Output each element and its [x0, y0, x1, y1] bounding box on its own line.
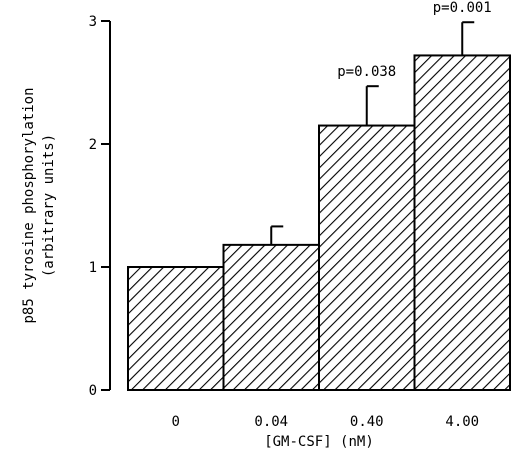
bar-2 — [318, 124, 416, 392]
bar-0 — [127, 266, 225, 391]
x-axis-title: [GM-CSF] (nM) — [264, 434, 374, 450]
x-tick-label-1: 0.04 — [254, 414, 288, 430]
y-axis-title-line2: (arbitrary units) — [41, 134, 57, 277]
y-axis-title-line1: p85 tyrosine phosphorylation — [21, 87, 37, 323]
axes-layer: 0 0.04 0.40 4.00 0 1 2 3 — [89, 14, 480, 430]
annotation-3: p=0.001 — [433, 0, 492, 16]
y-tick-label-3: 3 — [89, 14, 97, 30]
annotation-2: p=0.038 — [337, 64, 396, 80]
bar-3 — [413, 54, 511, 391]
x-tick-label-2: 0.40 — [350, 414, 384, 430]
y-tick-label-2: 2 — [89, 137, 97, 153]
y-tick-label-1: 1 — [89, 260, 97, 276]
x-tick-label-0: 0 — [172, 414, 180, 430]
bars-layer: p=0.038 p=0.001 — [127, 0, 511, 392]
x-tick-label-3: 4.00 — [445, 414, 479, 430]
y-tick-label-0: 0 — [89, 383, 97, 399]
bar-1 — [222, 243, 320, 391]
labels-layer: [GM-CSF] (nM) p85 tyrosine phosphorylati… — [21, 87, 374, 450]
